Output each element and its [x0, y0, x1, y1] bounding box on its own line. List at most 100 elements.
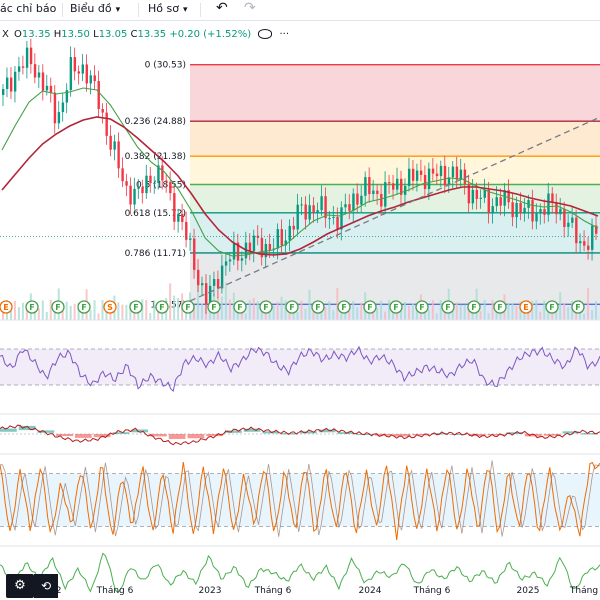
indicator-panels [0, 319, 600, 594]
volume-bar [308, 289, 311, 320]
candle-body [216, 279, 220, 289]
event-marker-letter: F [575, 303, 580, 312]
candle-body [208, 285, 212, 305]
candle-body [37, 72, 41, 78]
candle-body [256, 235, 260, 238]
candle-body [475, 189, 479, 199]
candle-body [539, 209, 542, 214]
fib-level-label: 0.786 (11.71) [125, 249, 186, 259]
candle-body [531, 200, 534, 222]
volume-bar [575, 310, 578, 320]
volume-bar [543, 300, 546, 320]
eye-icon[interactable] [258, 29, 273, 39]
macd-histogram-bar [487, 434, 505, 436]
candle-body [109, 135, 112, 150]
candle-body [447, 177, 451, 186]
volume-bar [93, 300, 96, 320]
volume-bar [45, 311, 48, 320]
candle-body [591, 225, 594, 250]
settings-gear-icon[interactable]: ⚙ [6, 574, 34, 598]
volume-bar [324, 306, 327, 320]
event-marker [259, 300, 273, 314]
candle-body [220, 265, 224, 289]
event-marker [51, 300, 65, 314]
candle-body [415, 170, 419, 181]
event-marker-letter: F [367, 303, 372, 312]
candle-body [467, 183, 471, 204]
macd-histogram-bar [0, 428, 17, 432]
candle-body [443, 165, 447, 186]
symbol-label[interactable]: X [0, 28, 11, 42]
chart-canvas[interactable]: 0 (30.53) 0.236 (24.88) 0.382 (21.38) 0.5 (… [0, 20, 600, 600]
candle-body [368, 177, 371, 195]
event-marker-letter: F [133, 303, 138, 312]
volume-bar [105, 310, 108, 320]
volume-bar [352, 300, 355, 320]
volume-bar [583, 313, 586, 320]
profile-menu-button[interactable]: Hồ sơ ▾ [148, 0, 188, 20]
fib-level-label: 0 (30.53) [145, 61, 186, 71]
reset-icon[interactable]: ⟲ [34, 574, 58, 598]
event-marker-letter: F [81, 303, 86, 312]
volume-bar [415, 303, 418, 320]
volume-bar [296, 312, 299, 320]
event-marker [103, 300, 117, 314]
volume-bar [220, 296, 223, 320]
chart-menu-button[interactable]: Biểu đồ ▾ [70, 0, 120, 20]
candle-body [133, 188, 136, 205]
toolbar-divider [200, 3, 201, 17]
volume-bar [121, 304, 124, 320]
candle-body [384, 182, 387, 207]
candle-body [276, 229, 280, 249]
event-marker-letter: F [419, 303, 424, 312]
candle-body [316, 210, 319, 213]
candle-body [240, 258, 244, 261]
indicator-line [0, 345, 600, 392]
price-candles [2, 38, 598, 314]
candle-body [185, 221, 188, 240]
redo-icon[interactable]: ↷ [244, 0, 256, 16]
candle-body [177, 213, 180, 222]
volume-bar [388, 300, 391, 320]
candle-body [507, 190, 510, 203]
volume-bar [193, 304, 196, 320]
indicators-menu-button[interactable]: ác chỉ báo [0, 0, 56, 20]
macd-histogram-bar [150, 434, 167, 437]
more-icon[interactable]: ··· [279, 29, 290, 40]
event-marker [285, 300, 299, 314]
event-marker-letter: F [211, 303, 216, 312]
volume-bar [403, 301, 406, 320]
candle-body [85, 64, 88, 84]
chevron-down-icon: ▾ [182, 5, 188, 15]
volume-bar [133, 307, 136, 320]
candle-body [173, 193, 176, 222]
macd-histogram-bar [168, 434, 186, 439]
volume-bar [21, 302, 24, 320]
fib-zone [190, 64, 600, 122]
candle-body [332, 216, 335, 219]
candle-body [29, 47, 33, 65]
volume-bar [125, 304, 128, 320]
candle-body [280, 229, 283, 246]
fib-level-label: 0.236 (24.88) [125, 117, 186, 127]
volume-bar [563, 302, 566, 320]
fib-level-label: 0.5 (18.55) [136, 181, 186, 191]
trend-line-dashed [189, 117, 599, 302]
time-axis-label: 2023 [199, 586, 222, 596]
volume-bar [149, 313, 152, 320]
undo-icon[interactable]: ↶ [216, 0, 228, 16]
macd-histogram-bar [450, 434, 467, 435]
volume-bar [463, 304, 466, 320]
volume-bar [400, 309, 402, 320]
volume-bar [455, 302, 458, 320]
volume-bar [25, 304, 28, 320]
indicator-line [0, 552, 600, 594]
macd-histogram-bar [300, 431, 317, 434]
trend-line [0, 117, 600, 302]
volume-bar [244, 313, 247, 320]
macd-histogram-bar [112, 432, 130, 434]
volume-bar [380, 300, 383, 320]
event-marker-letter: F [497, 303, 502, 312]
candle-body [380, 193, 383, 207]
volume-bar [411, 303, 414, 320]
